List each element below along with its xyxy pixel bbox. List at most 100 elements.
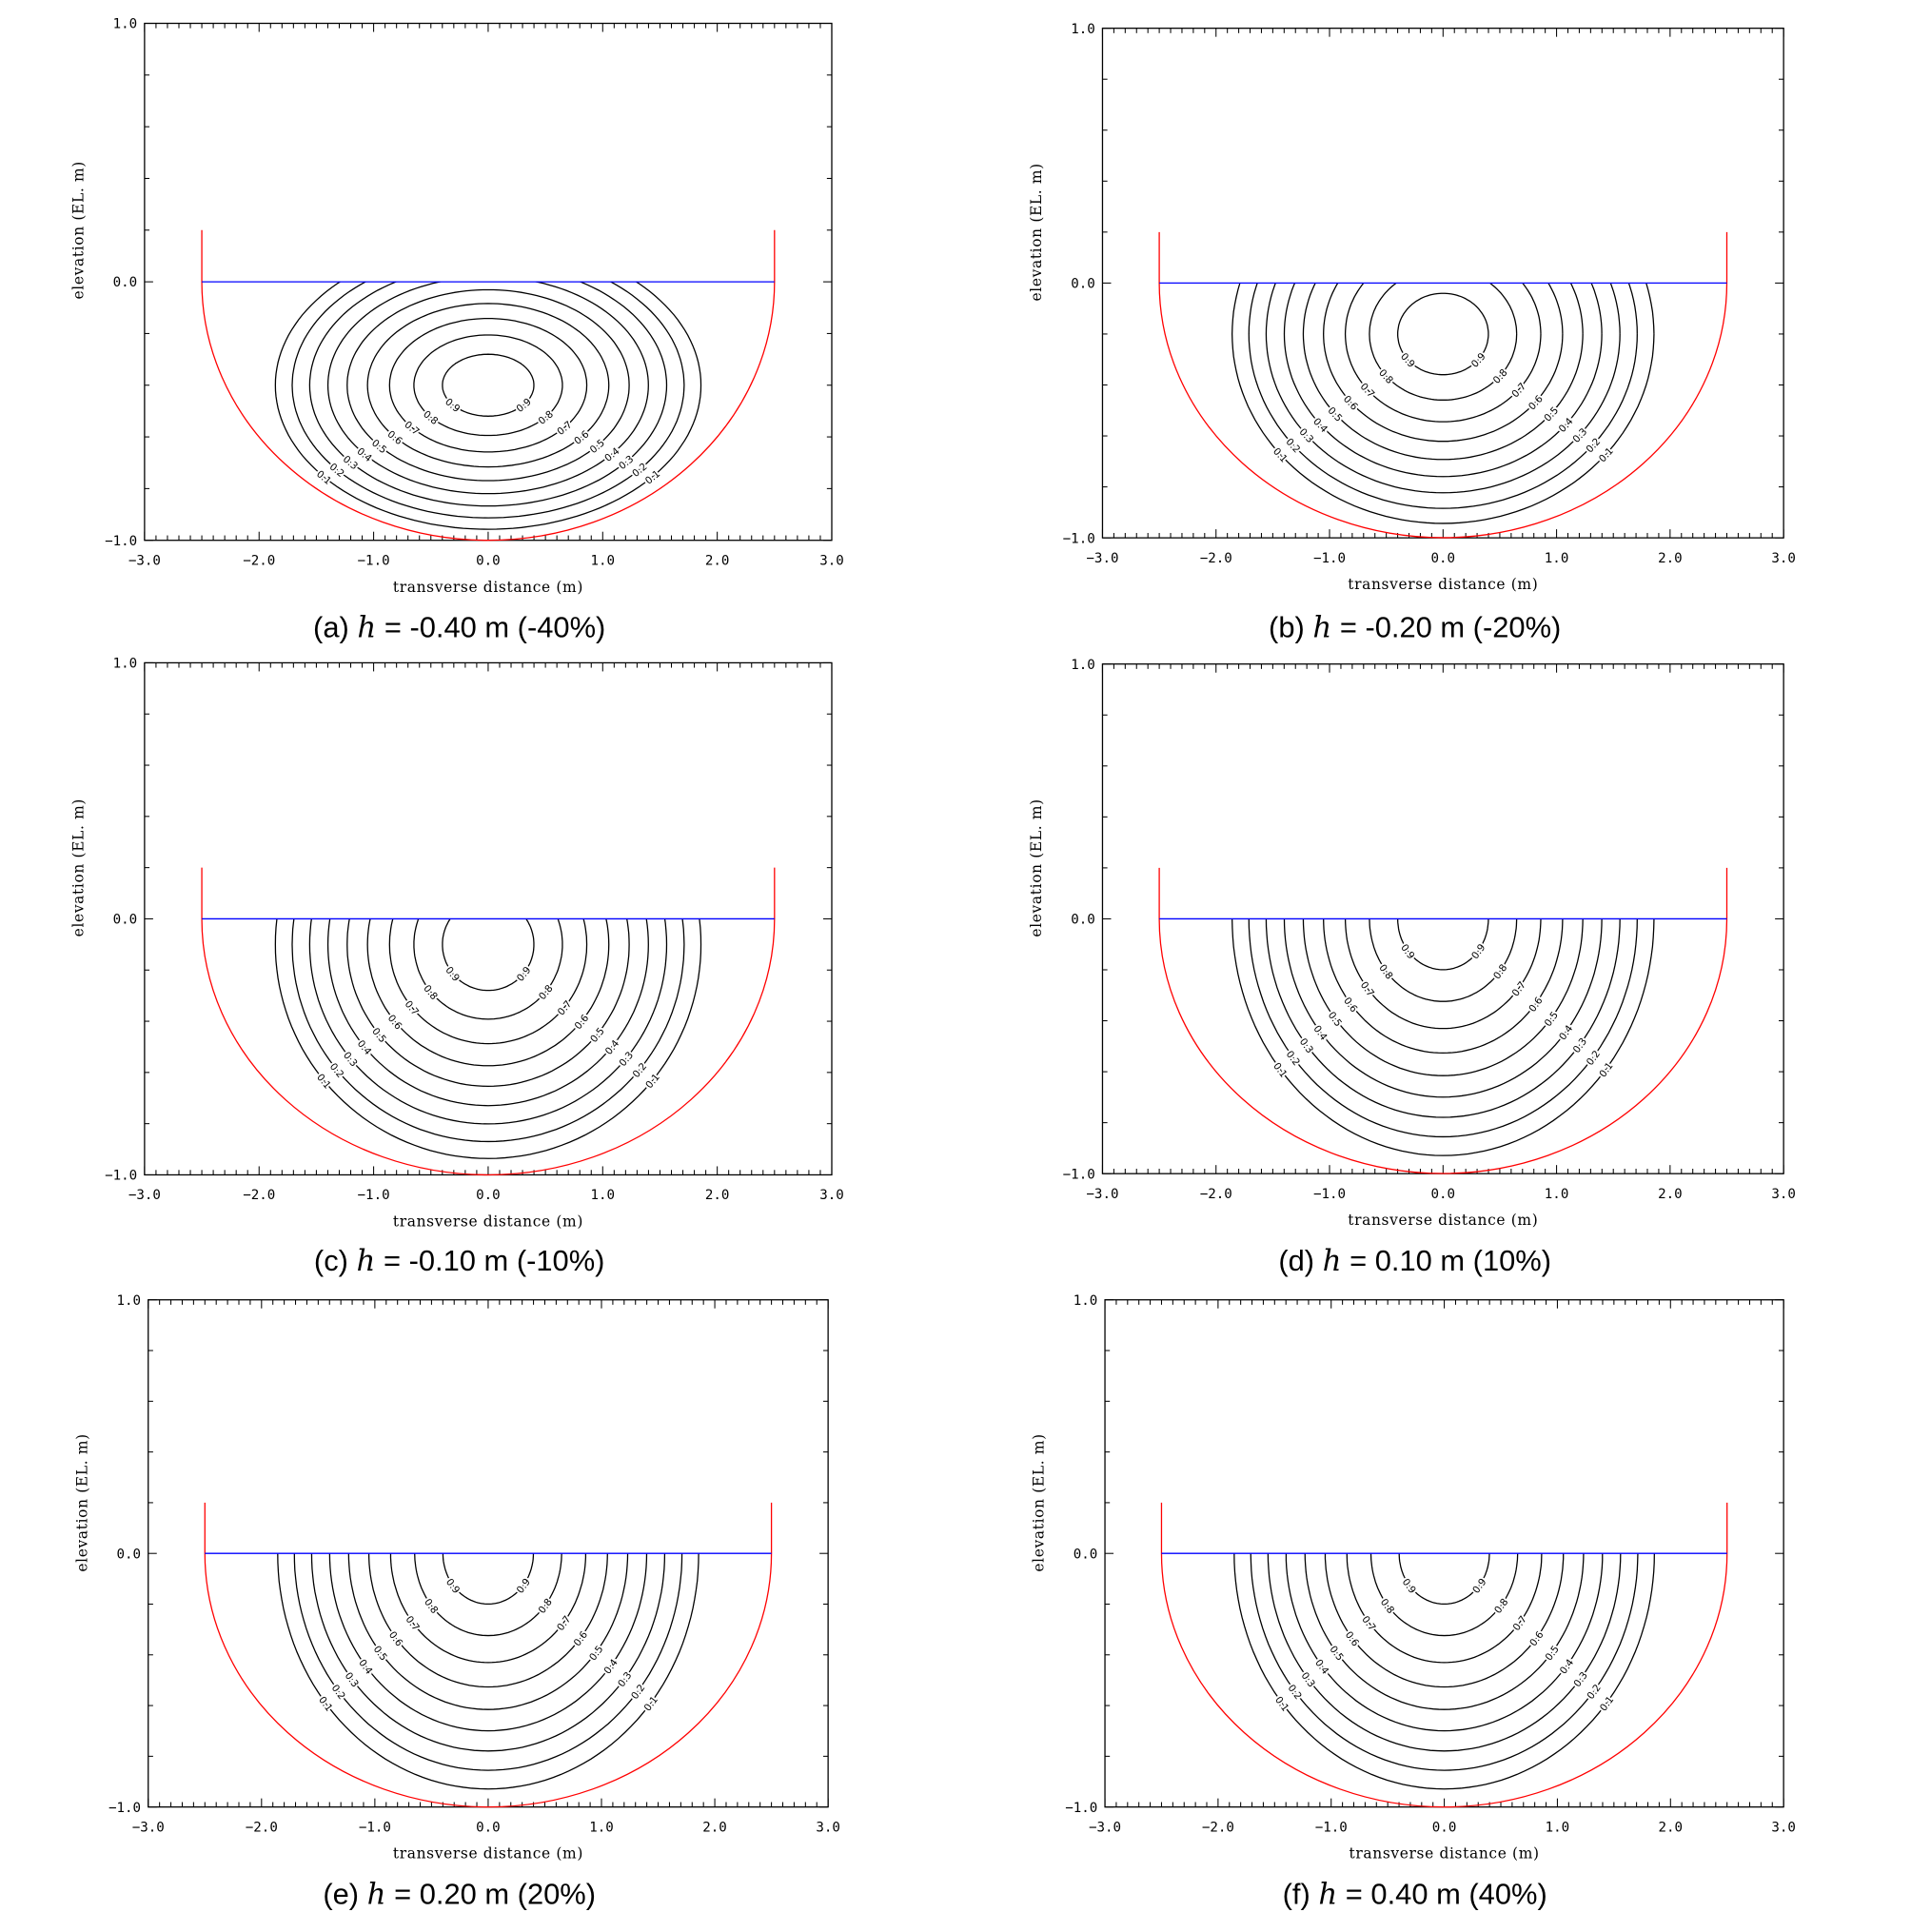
contour-line-0.9 xyxy=(442,353,535,417)
contour-label: 0.8 xyxy=(537,983,556,1002)
x-tick-label: −1.0 xyxy=(359,1820,391,1835)
x-tick-label: 3.0 xyxy=(1771,551,1796,566)
caption-variable: h xyxy=(1323,1244,1342,1278)
contour-line-0.1 xyxy=(277,1553,699,1790)
contour-line-0.6 xyxy=(1323,283,1564,443)
caption-value: 0.20 m (20%) xyxy=(420,1877,596,1910)
y-tick-label: 1.0 xyxy=(116,1293,141,1309)
x-axis-label: transverse distance (m) xyxy=(393,1845,583,1863)
contour-line-0.4 xyxy=(326,282,649,495)
contour-label: 0.9 xyxy=(515,965,534,984)
y-tick-label: −1.0 xyxy=(1065,1801,1097,1816)
y-axis-label: elevation (EL. m) xyxy=(1031,1433,1048,1571)
contour-line-0.7 xyxy=(388,317,588,453)
contour-lines xyxy=(1231,283,1655,524)
caption-value: -0.40 m (-40%) xyxy=(409,610,605,643)
contour-line-0.7 xyxy=(1344,918,1542,1030)
contour-label: 0.9 xyxy=(514,396,533,415)
contour-line-0.7 xyxy=(388,918,588,1045)
x-tick-label: −3.0 xyxy=(128,553,161,568)
panel-caption: (b) h = -0.20 m (-20%) xyxy=(1269,610,1561,644)
y-tick-label: 1.0 xyxy=(1071,22,1095,37)
x-tick-label: 3.0 xyxy=(816,1820,840,1835)
x-tick-label: −2.0 xyxy=(1202,1820,1234,1835)
contour-line-0.8 xyxy=(1369,918,1518,1002)
contour-line-0.2 xyxy=(1248,283,1638,509)
caption-variable: h xyxy=(357,1244,376,1278)
y-tick-label: 0.0 xyxy=(1071,277,1095,292)
panel-caption: (f) h = 0.40 m (40%) xyxy=(1283,1877,1547,1911)
caption-equals: = xyxy=(376,610,409,643)
contour-line-0.8 xyxy=(414,1553,562,1637)
contour-line-0.2 xyxy=(291,918,685,1143)
panel-d: −3.0 −2.0 −1.0 0.0 1.0 2.0 3.0 −1.0 0.0 1.0 transv… xyxy=(1028,658,1796,1278)
x-tick-label: 1.0 xyxy=(591,553,616,568)
panel-caption: (e) h = 0.20 m (20%) xyxy=(323,1877,596,1911)
channel-boundary xyxy=(201,229,776,542)
contour-label: 0.4 xyxy=(1557,416,1576,435)
x-tick-label: −1.0 xyxy=(1313,551,1346,566)
x-tick-label: 2.0 xyxy=(1658,1187,1683,1202)
contour-line-0.6 xyxy=(1323,918,1564,1055)
y-tick-label: 0.0 xyxy=(113,913,138,928)
contour-label: 0.9 xyxy=(1469,351,1488,370)
panel-caption: (d) h = 0.10 m (10%) xyxy=(1278,1244,1551,1278)
channel-boundary xyxy=(204,1502,773,1808)
channel-boundary xyxy=(1158,867,1728,1174)
caption-equals: = xyxy=(386,1877,420,1910)
panel-c: −3.0 −2.0 −1.0 0.0 1.0 2.0 3.0 −1.0 0.0 1.0 transv… xyxy=(70,657,844,1278)
contour-line-0.8 xyxy=(1369,1553,1519,1637)
contour-line-0.9 xyxy=(442,918,535,992)
contour-line-0.6 xyxy=(367,1553,608,1688)
contour-label: 0.8 xyxy=(1491,367,1510,386)
caption-variable: h xyxy=(367,1877,386,1911)
y-tick-label: 0.0 xyxy=(1074,1547,1098,1562)
x-tick-label: −1.0 xyxy=(358,1188,390,1203)
x-tick-label: 0.0 xyxy=(1431,1187,1456,1202)
x-tick-label: −3.0 xyxy=(132,1820,165,1835)
caption-value: -0.20 m (-20%) xyxy=(1365,610,1561,643)
x-tick-label: 1.0 xyxy=(591,1188,616,1203)
x-tick-label: 2.0 xyxy=(702,1820,727,1835)
contour-line-0.4 xyxy=(1285,1553,1604,1732)
contour-line-0.2 xyxy=(1248,918,1638,1138)
contour-line-0.2 xyxy=(293,1553,683,1771)
contour-lines xyxy=(1231,918,1655,1156)
contour-line-0.9 xyxy=(1397,292,1489,376)
contour-label: 0.9 xyxy=(1398,351,1417,370)
y-tick-label: −1.0 xyxy=(105,1169,137,1184)
x-tick-label: 1.0 xyxy=(1545,551,1569,566)
contour-label: 0.8 xyxy=(421,408,440,427)
contour-line-0.2 xyxy=(291,282,685,519)
contour-line-0.4 xyxy=(328,1553,648,1732)
contour-line-0.3 xyxy=(308,918,668,1125)
contour-label: 0.5 xyxy=(1326,405,1345,424)
x-tick-label: 0.0 xyxy=(1432,1820,1457,1835)
caption-label: (f) xyxy=(1283,1877,1319,1910)
contour-label: 0.9 xyxy=(443,965,462,984)
contour-line-0.3 xyxy=(308,282,668,507)
contour-line-0.4 xyxy=(1283,918,1603,1098)
x-tick-label: 0.0 xyxy=(1431,551,1456,566)
x-tick-label: −3.0 xyxy=(1086,551,1118,566)
contour-line-0.5 xyxy=(346,288,630,482)
caption-value: 0.10 m (10%) xyxy=(1375,1244,1551,1277)
contour-line-0.4 xyxy=(326,918,649,1107)
x-tick-label: −2.0 xyxy=(243,1188,275,1203)
contour-line-0.8 xyxy=(413,918,563,1020)
contour-line-0.2 xyxy=(1250,1553,1639,1771)
x-tick-label: 0.0 xyxy=(476,553,501,568)
x-tick-label: −2.0 xyxy=(1200,551,1232,566)
contour-label: 0.5 xyxy=(1542,404,1561,424)
contour-line-0.3 xyxy=(1265,283,1621,494)
y-tick-label: −1.0 xyxy=(105,534,137,549)
x-tick-label: 2.0 xyxy=(705,553,730,568)
contour-lines xyxy=(274,282,702,530)
x-tick-label: −3.0 xyxy=(128,1188,161,1203)
contour-label: 0.6 xyxy=(1527,393,1546,412)
contour-line-0.1 xyxy=(274,918,702,1159)
contour-lines xyxy=(274,918,702,1159)
contour-label: 0.8 xyxy=(1376,367,1395,386)
caption-label: (c) xyxy=(314,1244,357,1277)
x-tick-label: −3.0 xyxy=(1086,1187,1118,1202)
